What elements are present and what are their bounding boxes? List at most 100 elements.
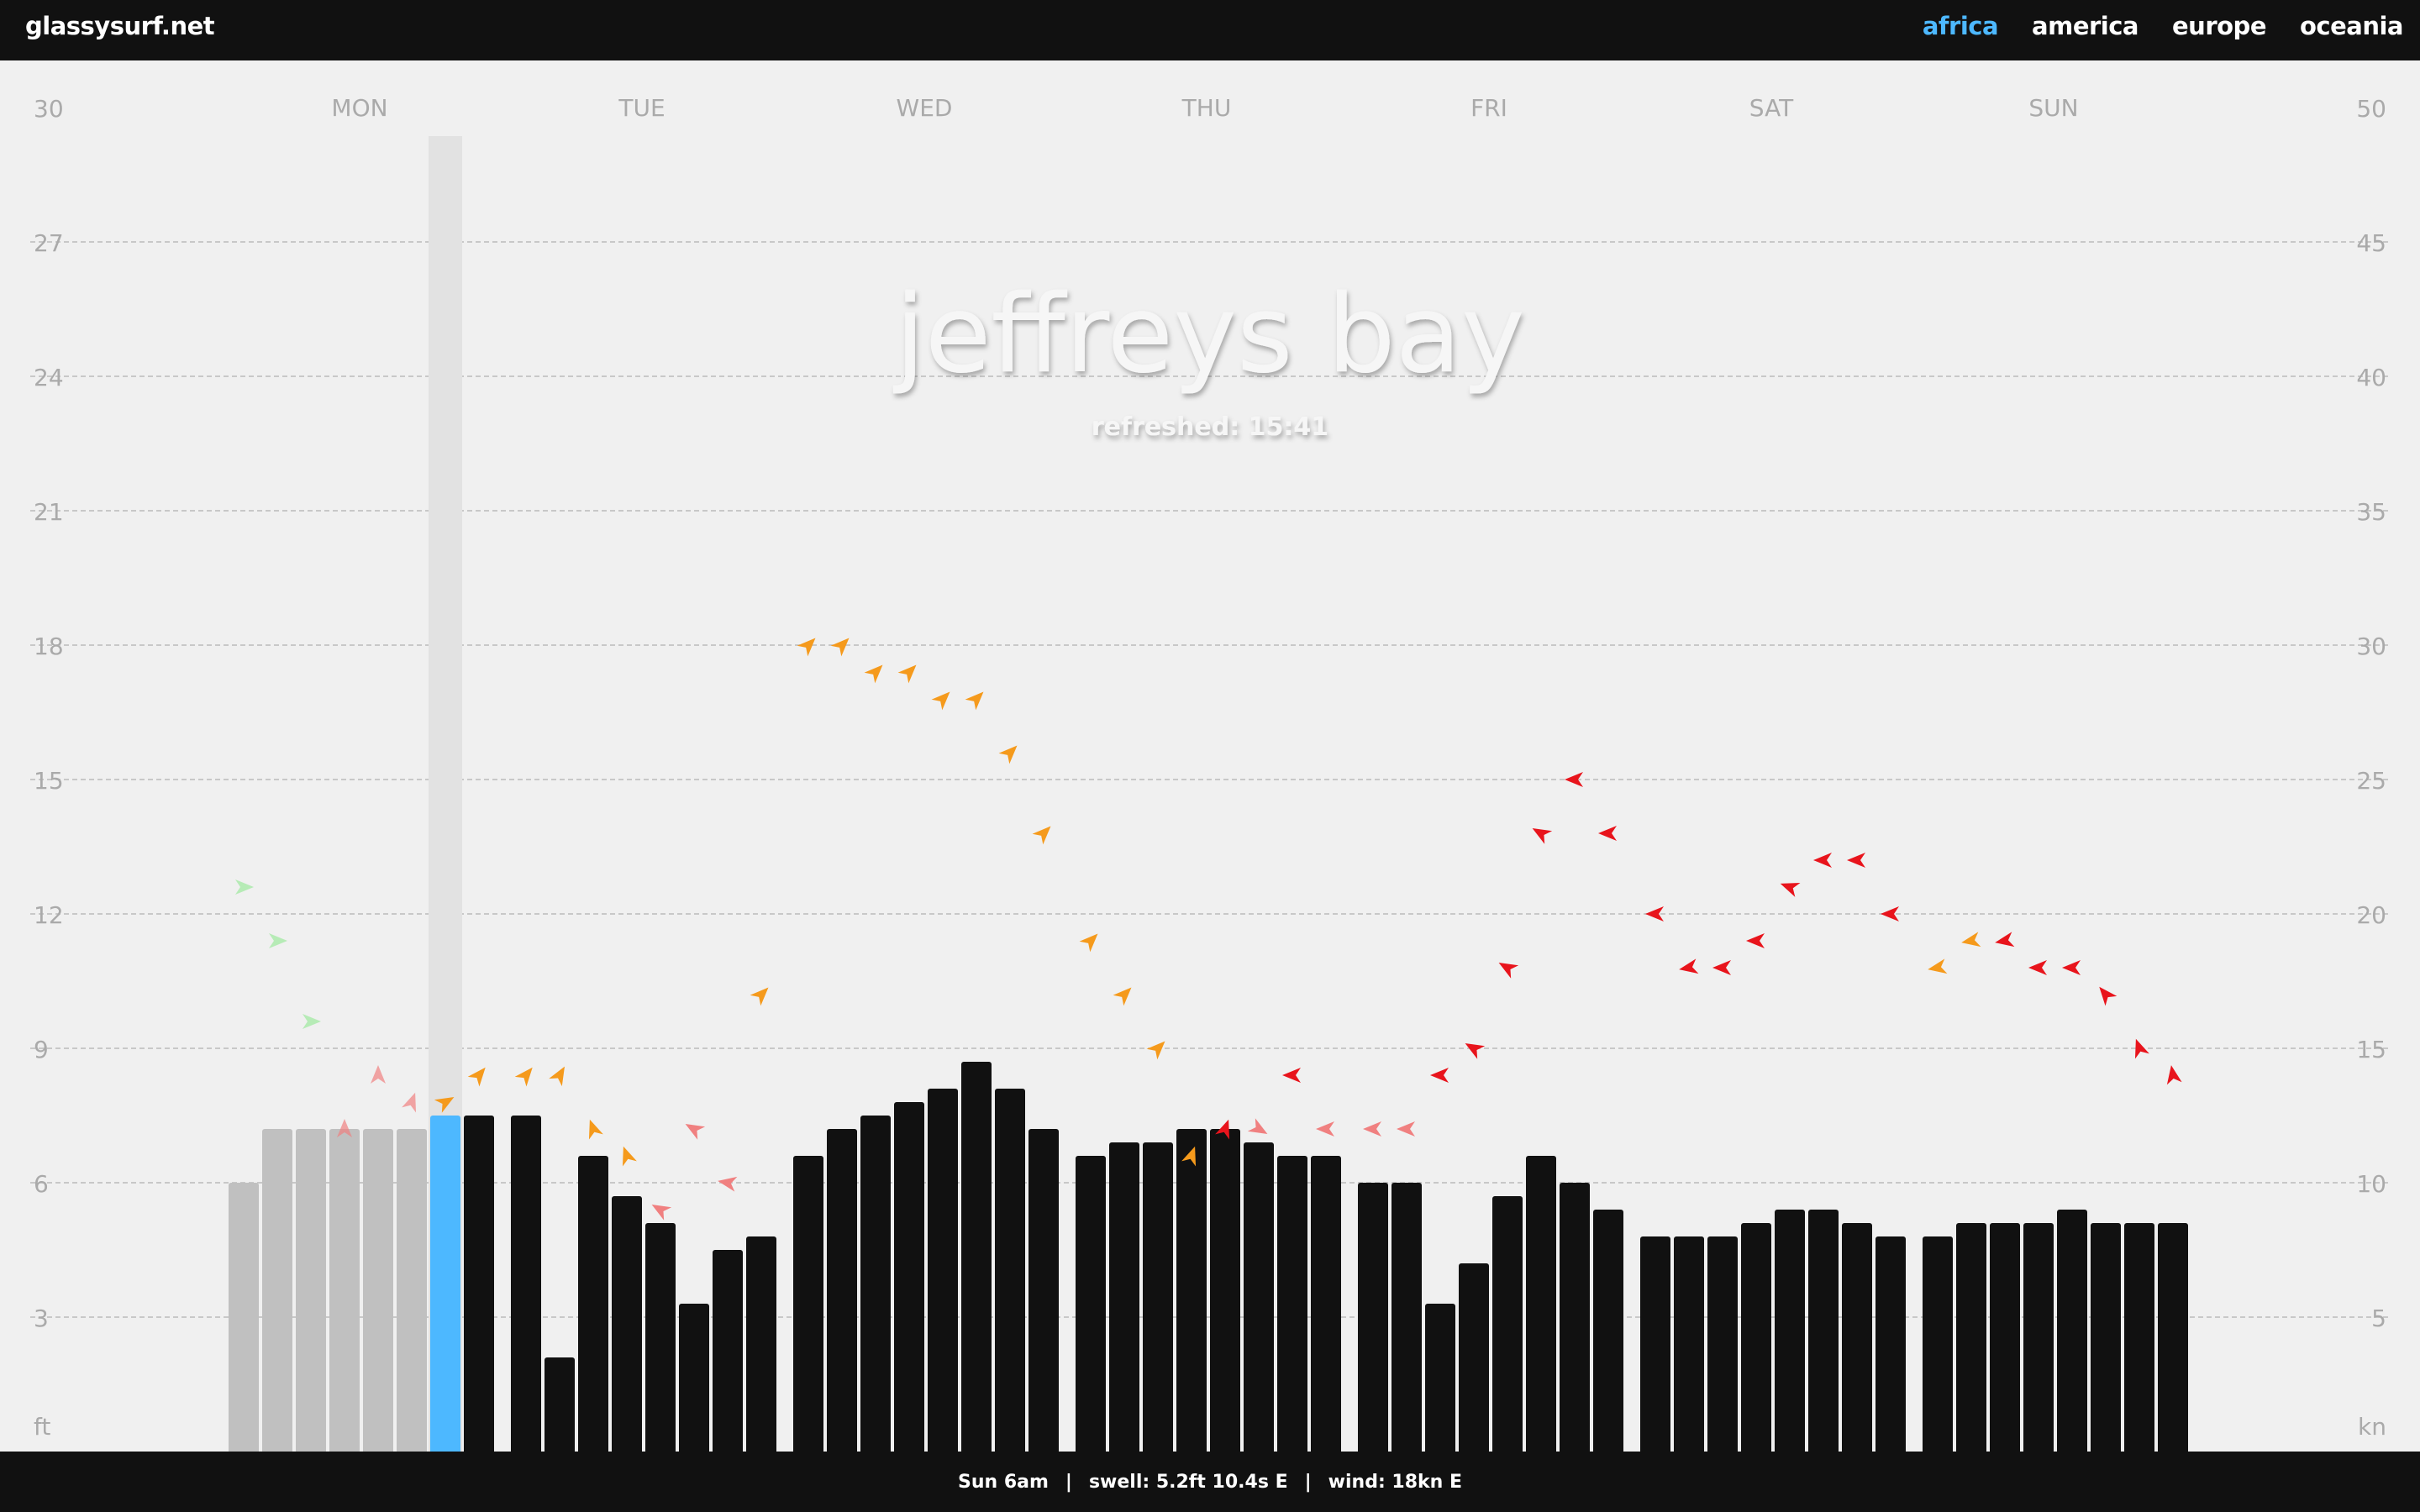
status-swell: swell: 5.2ft 10.4s E — [1088, 1471, 1288, 1493]
chart-subtitle: refreshed: 15:41 — [1092, 412, 1328, 442]
site-logo[interactable]: glassysurf.net — [25, 12, 215, 40]
day-label: WED — [897, 94, 953, 122]
nav-oceania[interactable]: oceania — [2299, 12, 2404, 40]
wind-arrow-icon — [1995, 932, 2015, 948]
swell-bar — [296, 1129, 326, 1455]
wind-arrow-icon — [549, 1066, 565, 1087]
wind-arrow-icon — [1247, 1118, 1268, 1134]
swell-bar — [793, 1156, 823, 1455]
swell-bar — [329, 1129, 360, 1455]
swell-bar — [1311, 1156, 1341, 1455]
forecast-chart: 3 6 9 12 15 18 21 24 27 30 ft 5 10 15 20 25 30 35 40 45 50 k… — [30, 94, 2390, 1455]
wind-arrow-icon — [651, 1205, 672, 1221]
wind-arrow-icon — [998, 745, 1018, 764]
swell-bar — [1459, 1263, 1489, 1455]
day-label: SAT — [1749, 94, 1794, 122]
wind-arrow-icon — [1565, 772, 1583, 787]
wind-arrow-icon — [269, 933, 287, 948]
swell-bar — [1674, 1236, 1704, 1455]
swell-bar — [2057, 1210, 2087, 1455]
region-nav: africa america europe oceania — [1922, 12, 2404, 40]
day-label: FRI — [1470, 94, 1507, 122]
wind-arrow-icon — [750, 987, 769, 1006]
day-label: MON — [331, 94, 387, 122]
swell-bar — [1741, 1223, 1771, 1455]
left-axis-tick-label: 15 — [34, 767, 64, 795]
swell-bar — [1492, 1196, 1523, 1455]
wind-arrow-icon — [1181, 1146, 1197, 1167]
swell-bar — [1425, 1304, 1455, 1455]
wind-arrow-icon — [897, 664, 917, 684]
wind-arrow-icon — [1645, 906, 1664, 921]
swell-bar — [1358, 1183, 1388, 1455]
left-axis-tick-label: 3 — [34, 1305, 49, 1332]
wind-arrow-icon — [1316, 1121, 1334, 1137]
wind-arrow-icon — [1032, 826, 1051, 845]
swell-bar — [262, 1129, 292, 1455]
swell-bar — [1244, 1142, 1274, 1455]
left-axis-unit: ft — [34, 1413, 50, 1441]
swell-bar — [679, 1304, 709, 1455]
swell-bar — [1109, 1142, 1139, 1455]
wind-arrow-icon — [434, 1097, 455, 1113]
wind-arrow-icon — [588, 1119, 603, 1140]
left-axis-tick-label: 9 — [34, 1036, 49, 1063]
day-label: SUN — [2028, 94, 2078, 122]
status-bar: Sun 6am | swell: 5.2ft 10.4s E | wind: 1… — [0, 1452, 2420, 1512]
swell-bar — [1176, 1129, 1207, 1455]
swell-bar — [1210, 1129, 1240, 1455]
left-axis-tick-label: 27 — [34, 229, 64, 257]
swell-bar — [2023, 1223, 2054, 1455]
wind-arrow-icon — [2062, 960, 2081, 975]
wind-arrow-icon — [1928, 958, 1948, 974]
chart-title: jeffreys bay — [892, 272, 1525, 397]
wind-arrow-icon — [1746, 933, 1765, 948]
wind-arrow-icon — [1146, 1041, 1165, 1060]
swell-bar — [511, 1116, 541, 1455]
wind-arrow-icon — [1813, 853, 1832, 868]
swell-bar — [1277, 1156, 1307, 1455]
wind-arrow-icon — [1079, 933, 1098, 953]
swell-bar — [1560, 1183, 1590, 1455]
nav-africa[interactable]: africa — [1922, 12, 1999, 40]
wind-arrow-icon — [1532, 828, 1553, 844]
wind-arrow-icon — [1430, 1068, 1449, 1083]
right-axis-unit: kn — [2358, 1413, 2386, 1441]
swell-bar — [1076, 1156, 1106, 1455]
right-axis-tick-label: 25 — [2356, 767, 2386, 795]
right-axis-tick-label: 5 — [2371, 1305, 2386, 1332]
wind-arrow-icon — [2134, 1038, 2149, 1059]
top-bar: glassysurf.net africa america europe oce… — [0, 0, 2420, 60]
right-axis-tick-label: 20 — [2356, 901, 2386, 929]
wind-arrow-icon — [337, 1119, 352, 1137]
right-axis-tick-label: 45 — [2356, 229, 2386, 257]
wind-arrow-icon — [467, 1067, 486, 1087]
wind-arrow-icon — [864, 664, 883, 684]
forecast-chart-area: 3 6 9 12 15 18 21 24 27 30 ft 5 10 15 20 25 30 35 40 45 50 k… — [0, 60, 2420, 1455]
wind-arrow-icon — [685, 1124, 706, 1140]
swell-bar — [928, 1089, 958, 1455]
wind-arrow-icon — [1679, 958, 1699, 974]
right-axis-tick-label: 10 — [2356, 1170, 2386, 1198]
swell-bar — [860, 1116, 891, 1455]
wind-arrow-icon — [402, 1092, 417, 1113]
right-axis-tick-label: 50 — [2356, 95, 2386, 123]
wind-arrow-icon — [1282, 1068, 1301, 1083]
swell-bar — [1956, 1223, 1986, 1455]
swell-bar — [827, 1129, 857, 1455]
wind-arrow-icon — [2166, 1065, 2182, 1085]
nav-america[interactable]: america — [2032, 12, 2139, 40]
wind-arrow-icon — [1215, 1119, 1230, 1140]
left-axis-tick-label: 30 — [34, 95, 64, 123]
status-wind: wind: 18kn E — [1328, 1471, 1462, 1493]
wind-arrow-icon — [797, 638, 816, 657]
left-axis-tick-label: 24 — [34, 364, 64, 391]
left-axis-tick-label: 18 — [34, 633, 64, 660]
swell-bar — [746, 1236, 776, 1455]
wind-arrow-icon — [371, 1065, 386, 1084]
nav-europe[interactable]: europe — [2172, 12, 2266, 40]
wind-arrow-icon — [302, 1014, 321, 1029]
swell-bar — [1640, 1236, 1670, 1455]
swell-bar — [2158, 1223, 2188, 1455]
wind-arrow-icon — [965, 691, 984, 711]
